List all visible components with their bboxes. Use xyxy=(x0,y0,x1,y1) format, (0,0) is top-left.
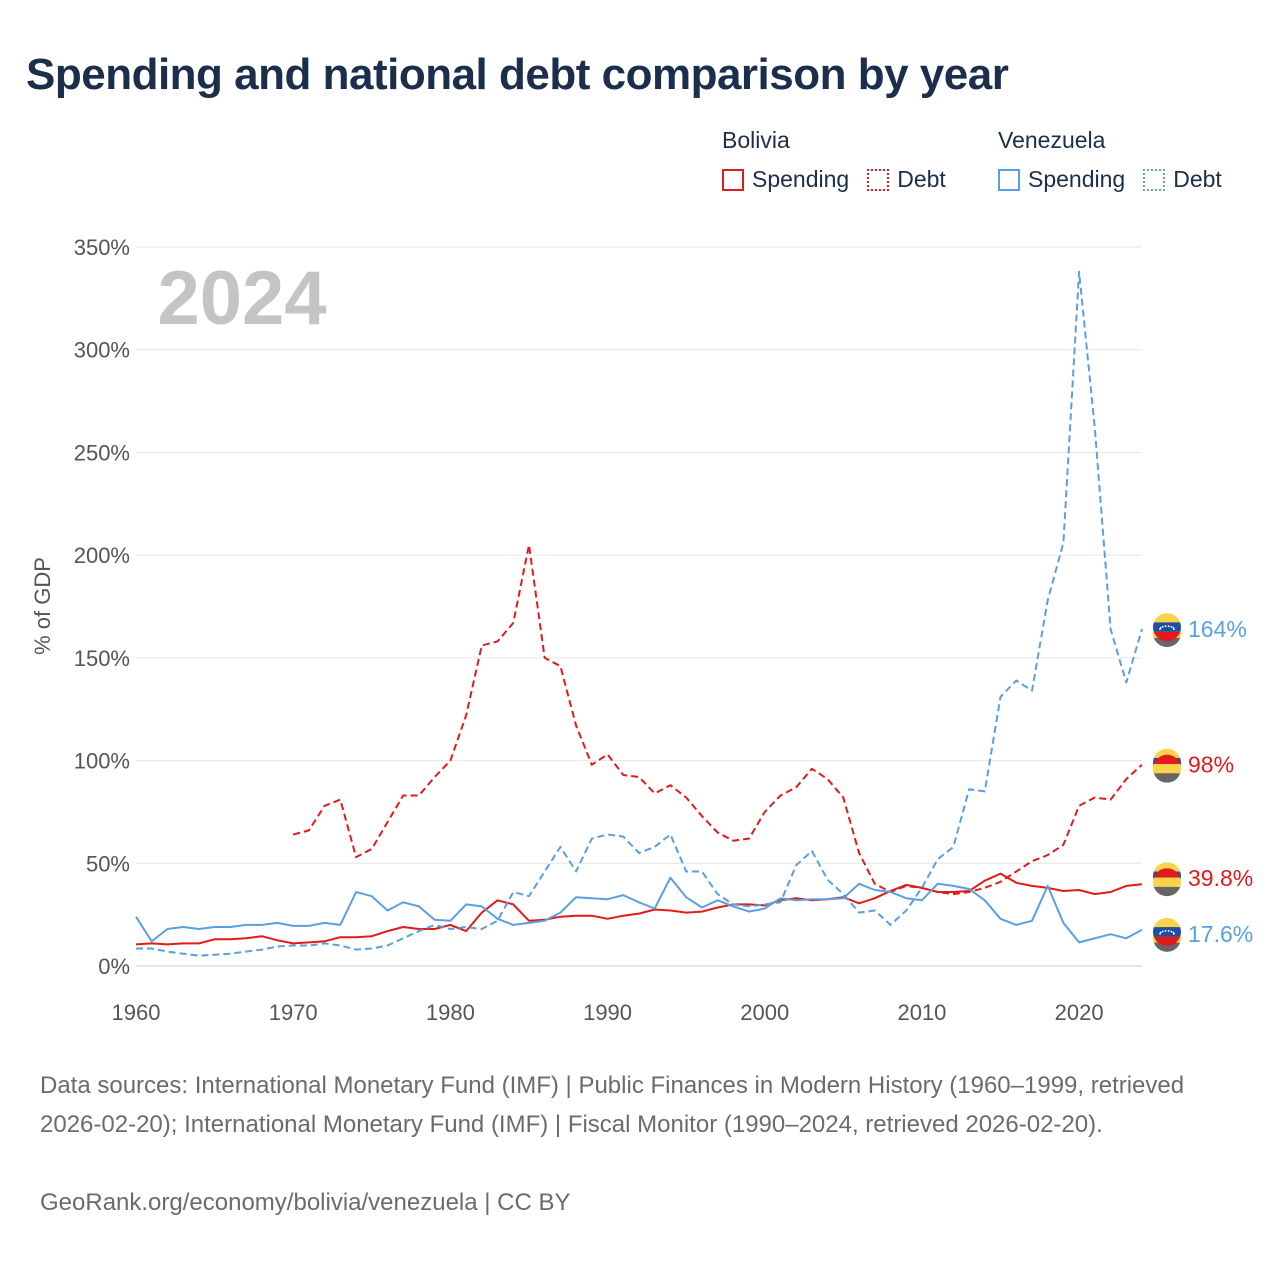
y-tick-label: 350% xyxy=(74,235,130,260)
chart-title: Spending and national debt comparison by… xyxy=(26,50,1009,99)
legend-group-name: Bolivia xyxy=(722,127,790,153)
legend-item-label: Spending xyxy=(752,166,850,192)
end-label-venezuela-spending: 17.6% xyxy=(1188,921,1253,947)
flag-stripes xyxy=(1153,868,1181,897)
flag-star xyxy=(1159,931,1162,934)
x-tick-label: 1960 xyxy=(112,1000,161,1025)
series-line-bolivia-spending xyxy=(135,872,1143,946)
end-markers: 39.8% 98% 17.6% 164% xyxy=(1153,613,1253,952)
y-axis-label: % of GDP xyxy=(30,557,55,655)
y-tick-label: 300% xyxy=(74,338,130,363)
y-tick-label: 50% xyxy=(86,851,130,876)
flag-stripe-yellow xyxy=(1153,917,1181,928)
y-tick-label: 250% xyxy=(74,440,130,465)
year-watermark: 2024 xyxy=(157,256,326,341)
legend-item-bolivia-debt[interactable]: Debt xyxy=(867,166,946,193)
end-label-bolivia-debt: 98% xyxy=(1188,752,1234,778)
grid-lines xyxy=(136,246,1142,967)
x-axis: 1960 1970 1980 1990 2000 2010 2020 xyxy=(112,1000,1104,1025)
series-line-bolivia-debt xyxy=(292,543,1143,896)
legend-swatch-solid xyxy=(722,168,744,191)
flag-stripe-red xyxy=(1153,754,1181,765)
flag-star xyxy=(1170,625,1173,628)
legend-group-name: Venezuela xyxy=(998,127,1106,153)
flag-star xyxy=(1161,930,1164,933)
series-line-venezuela-spending xyxy=(135,876,1143,944)
legend-item-label: Spending xyxy=(1028,166,1126,192)
y-tick-label: 0% xyxy=(98,954,130,979)
legend-group-venezuela: Venezuela Spending Debt xyxy=(998,124,1240,193)
flag-stripe-blue xyxy=(1153,622,1181,632)
bolivia-flag-icon xyxy=(1153,754,1181,783)
legend-swatch-dotted xyxy=(1143,168,1166,191)
flag-star xyxy=(1173,932,1175,935)
legend-item-venezuela-debt[interactable]: Debt xyxy=(1143,166,1222,193)
y-tick-label: 150% xyxy=(74,646,130,671)
x-tick-label: 1980 xyxy=(426,1000,475,1025)
end-label-bolivia-spending: 39.8% xyxy=(1188,865,1253,891)
flag-star xyxy=(1173,628,1175,630)
flag-stripes xyxy=(1153,754,1181,783)
flag-stripe-yellow xyxy=(1153,877,1181,887)
flag-stripe-yellow xyxy=(1153,763,1181,774)
legend-item-label: Debt xyxy=(897,166,946,192)
bolivia-flag-icon xyxy=(1153,868,1181,897)
flag-star xyxy=(1167,930,1170,932)
flag-stripes xyxy=(1153,917,1181,946)
y-tick-label: 200% xyxy=(74,543,130,568)
x-tick-label: 2020 xyxy=(1055,1000,1104,1025)
flag-stripe-blue xyxy=(1153,927,1181,937)
x-tick-label: 1970 xyxy=(269,1000,318,1025)
y-axis: 0% 50% 100% 150% 200% 250% 300% 350% xyxy=(74,235,130,979)
flag-stripe-gray xyxy=(1153,773,1181,783)
series-lines xyxy=(135,270,1143,957)
flag-star xyxy=(1170,930,1173,933)
flag-stripe-gray xyxy=(1153,637,1181,648)
flag-star xyxy=(1164,625,1167,628)
footer-credit[interactable]: GeoRank.org/economy/bolivia/venezuela | … xyxy=(40,1189,571,1216)
legend-swatch-dotted xyxy=(867,168,890,191)
chart-plot: 0%50%100%150%200%250%300%350% 1960 1970 19… xyxy=(30,235,1253,1025)
x-tick-label: 2000 xyxy=(740,1000,789,1025)
flag-stripe-gray xyxy=(1153,942,1181,952)
flag-stripe-red xyxy=(1153,936,1181,946)
x-tick-label: 1990 xyxy=(583,1000,632,1025)
legend-swatch-solid xyxy=(998,168,1020,191)
flag-stripe-yellow xyxy=(1153,748,1181,759)
flag-stripe-red xyxy=(1153,868,1181,878)
legend-item-bolivia-spending[interactable]: Spending xyxy=(722,166,849,193)
series-line-venezuela-debt xyxy=(136,270,1143,957)
end-label-venezuela-debt: 164% xyxy=(1188,616,1247,642)
flag-star xyxy=(1159,626,1162,629)
flag-stripe-yellow xyxy=(1153,613,1181,623)
venezuela-flag-icon xyxy=(1153,613,1181,642)
venezuela-flag-icon xyxy=(1153,917,1181,946)
x-tick-label: 2010 xyxy=(897,1000,946,1025)
flag-star xyxy=(1164,930,1167,932)
legend-group-bolivia: Bolivia Spending Debt xyxy=(722,124,964,193)
y-tick-label: 100% xyxy=(74,749,130,774)
legend-item-venezuela-spending[interactable]: Spending xyxy=(998,166,1125,193)
flag-star xyxy=(1167,625,1170,628)
flag-star xyxy=(1161,625,1164,628)
footer-sources: Data sources: International Monetary Fun… xyxy=(40,1072,1185,1138)
flag-stripe-red xyxy=(1153,631,1181,642)
flag-stripes xyxy=(1153,613,1181,642)
flag-stripe-yellow xyxy=(1153,862,1181,872)
flag-stripe-gray xyxy=(1153,886,1181,897)
legend-item-label: Debt xyxy=(1173,166,1222,192)
